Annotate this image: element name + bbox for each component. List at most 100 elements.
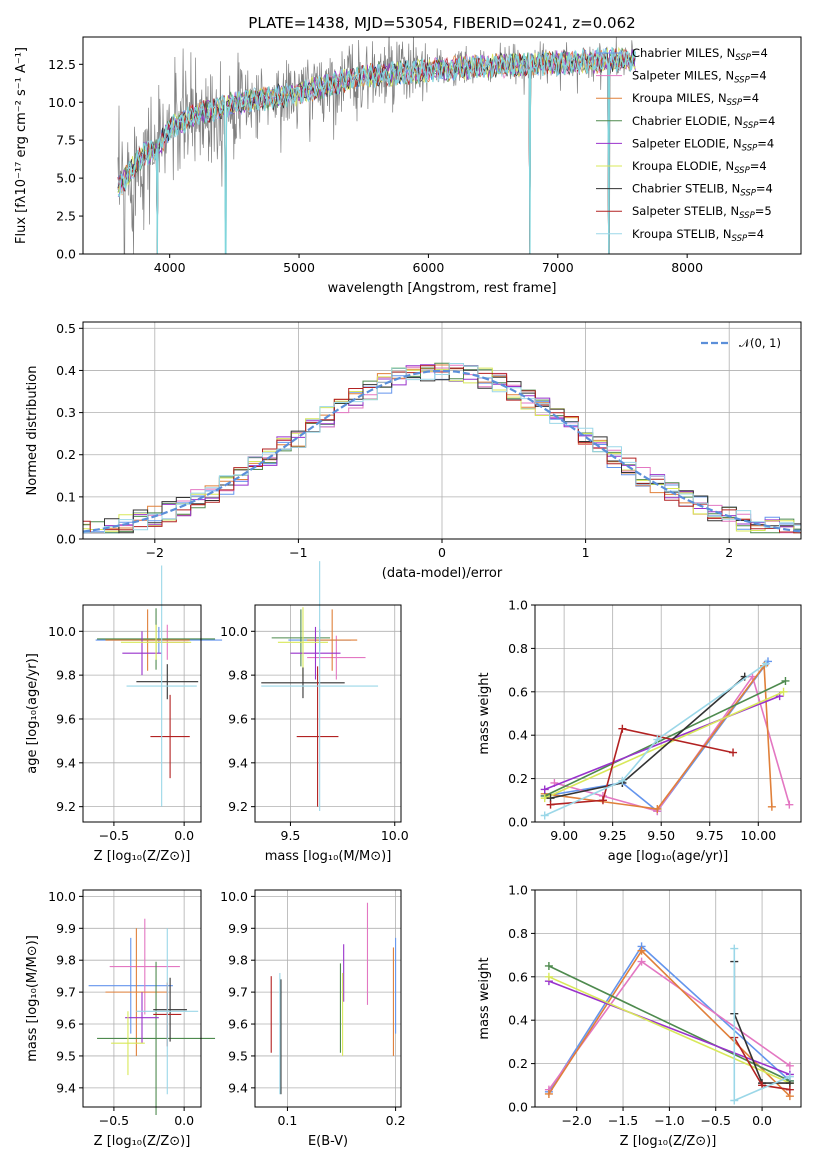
legend-count: =4	[750, 159, 767, 173]
legend-subscript: SSP	[740, 189, 756, 199]
spectrum-ytick-label: 5.0	[56, 171, 76, 186]
legend-entry: Chabrier MILES, NSSP=4	[632, 46, 768, 63]
age-vs-z-ylabel: age [log₁₀(age/yr)]	[25, 653, 40, 774]
mass-weight-marker	[637, 946, 646, 955]
weight-vs-z-ytick-label: 0.2	[508, 1056, 528, 1071]
mass-weight-marker	[546, 800, 555, 809]
weight-vs-z-xtick-label: −1.0	[654, 1113, 684, 1128]
mass-weight-marker	[618, 776, 627, 785]
mass-weight-series-line	[544, 695, 780, 791]
legend-subscript: SSP	[734, 166, 750, 176]
weight-vs-age-frame	[534, 604, 802, 823]
mass-vs-ebv-ytick-label: 9.4	[228, 1080, 248, 1095]
residual-histogram-step	[83, 367, 801, 534]
weight-vs-z-xtick-label: 0.0	[752, 1113, 772, 1128]
errorbar-point	[136, 664, 199, 700]
residuals-panel: −2 −1 0 1 2 0.0 0.1 0.2 0.3 0.4 0.5 (data-model)/er…	[25, 321, 802, 581]
mass-vs-ebv-xlabel: E(B-V)	[308, 1134, 348, 1149]
weight-vs-z-panel: −2.0 −1.5 −1.0 −0.5 0.0 0.0 0.2 0.4 0.6 0.8 1.0 Z […	[477, 883, 802, 1149]
mass-weight-marker	[540, 811, 549, 820]
errorbar-point	[111, 1011, 145, 1076]
spectrum-xtick-label: 7000	[542, 260, 574, 275]
mass-weight-marker	[785, 1072, 794, 1081]
weight-vs-age-ytick-label: 0.4	[508, 728, 528, 743]
errorbar-point	[109, 918, 180, 1015]
residuals-ytick-label: 0.1	[56, 489, 76, 504]
mass-weight-series-line	[544, 663, 773, 810]
mass-weight-marker	[618, 724, 627, 733]
legend-count: =4	[757, 136, 774, 150]
age-vs-z-ytick-label: 10.0	[48, 624, 76, 639]
age-vs-z-xtick-label: −0.5	[99, 828, 129, 843]
legend-count: =4	[750, 69, 767, 83]
residuals-frame	[82, 321, 802, 540]
residuals-ytick-label: 0.4	[56, 363, 76, 378]
mass-vs-ebv-frame	[254, 889, 402, 1108]
weight-vs-z-xlabel: Z [log₁₀(Z/Z⊙)]	[620, 1134, 717, 1149]
weight-vs-age-xtick-label: 9.25	[599, 828, 627, 843]
weight-vs-age-panel: 9.00 9.25 9.50 9.75 10.00 0.0 0.2 0.4 0.6 0.8 1.0 a…	[477, 598, 802, 864]
legend-subscript: SSP	[739, 211, 755, 221]
mass-vs-z-xtick-label: −0.5	[99, 1113, 129, 1128]
age-vs-z-frame	[82, 604, 202, 823]
age-vs-mass-xtick-label: 10.0	[381, 828, 409, 843]
mass-vs-ebv-ytick-label: 9.7	[228, 985, 248, 1000]
residuals-xtick-label: 1	[582, 545, 590, 560]
legend-count: =4	[742, 91, 759, 105]
mass-weight-series-line	[548, 980, 791, 1076]
legend-entry: Chabrier ELODIE, NSSP=4	[632, 114, 775, 131]
mass-vs-z-frame	[82, 889, 202, 1108]
spectrum-ytick-label: 10.0	[48, 95, 76, 110]
age-vs-mass-panel: 9.5 10.0 9.2 9.4 9.6 9.8 10.0 mass [log₁₀(M/M⊙)…	[220, 561, 409, 864]
weight-vs-age-ytick-label: 0.2	[508, 771, 528, 786]
errorbar-point	[122, 631, 162, 676]
mass-weight-marker	[785, 800, 794, 809]
spectrum-ytick-label: 12.5	[48, 57, 76, 72]
mass-weight-marker	[653, 804, 662, 813]
spectrum-ytick-label: 0.0	[56, 247, 76, 262]
mass-weight-marker	[785, 1061, 794, 1070]
errorbar-point	[296, 666, 339, 807]
mass-vs-z-ytick-label: 9.7	[56, 985, 76, 1000]
errorbar-point	[150, 694, 190, 779]
legend-entry: Kroupa STELIB, NSSP=4	[632, 227, 764, 244]
mass-weight-marker	[637, 957, 646, 966]
spectrum-xtick-label: 4000	[154, 260, 186, 275]
mass-vs-ebv-panel: 0.1 0.2 9.4 9.5 9.6 9.7 9.8 9.9 10.0 E(B-V)	[220, 889, 405, 1149]
spectrum-xtick-label: 6000	[413, 260, 445, 275]
age-vs-z-ytick-label: 9.4	[56, 755, 76, 770]
spectrum-ytick-label: 7.5	[56, 133, 76, 148]
mass-vs-ebv-ytick-label: 9.8	[228, 953, 248, 968]
mass-weight-marker	[729, 748, 738, 757]
age-vs-mass-ytick-label: 9.4	[228, 755, 248, 770]
mass-vs-ebv-xtick-label: 0.1	[277, 1113, 297, 1128]
residuals-xlabel: (data-model)/error	[382, 566, 503, 581]
weight-vs-age-xtick-label: 9.00	[550, 828, 578, 843]
mass-weight-series-line	[544, 691, 784, 799]
weight-vs-age-ytick-label: 0.8	[508, 641, 528, 656]
mass-vs-z-xtick-label: 0.0	[174, 1113, 194, 1128]
age-vs-z-xtick-label: 0.0	[174, 828, 194, 843]
mass-weight-series-line	[544, 662, 767, 817]
legend-entry: Kroupa MILES, NSSP=4	[632, 91, 759, 108]
mass-weight-marker	[540, 785, 549, 794]
residual-histogram-step	[83, 363, 801, 534]
mass-vs-z-ytick-label: 10.0	[48, 889, 76, 904]
residuals-xtick-label: −2	[146, 545, 164, 560]
mass-weight-marker	[762, 659, 771, 668]
residuals-ytick-label: 0.5	[56, 321, 76, 336]
mass-vs-z-ytick-label: 9.5	[56, 1048, 76, 1063]
mass-vs-z-ytick-label: 9.4	[56, 1080, 76, 1095]
weight-vs-age-xtick-label: 9.50	[647, 828, 675, 843]
errorbar-point	[307, 609, 358, 671]
errorbar-point	[125, 992, 159, 1044]
errorbar-point	[120, 624, 192, 660]
mass-vs-z-ytick-label: 9.9	[56, 921, 76, 936]
weight-vs-z-frame	[534, 889, 802, 1108]
mass-weight-marker	[544, 972, 553, 981]
weight-vs-z-ytick-label: 1.0	[508, 883, 528, 898]
mass-weight-marker	[767, 802, 776, 811]
mass-vs-ebv-xtick-label: 0.2	[386, 1113, 406, 1128]
figure-title: PLATE=1438, MJD=53054, FIBERID=0241, z=0…	[248, 14, 635, 32]
mass-weight-series-line	[548, 965, 791, 1082]
